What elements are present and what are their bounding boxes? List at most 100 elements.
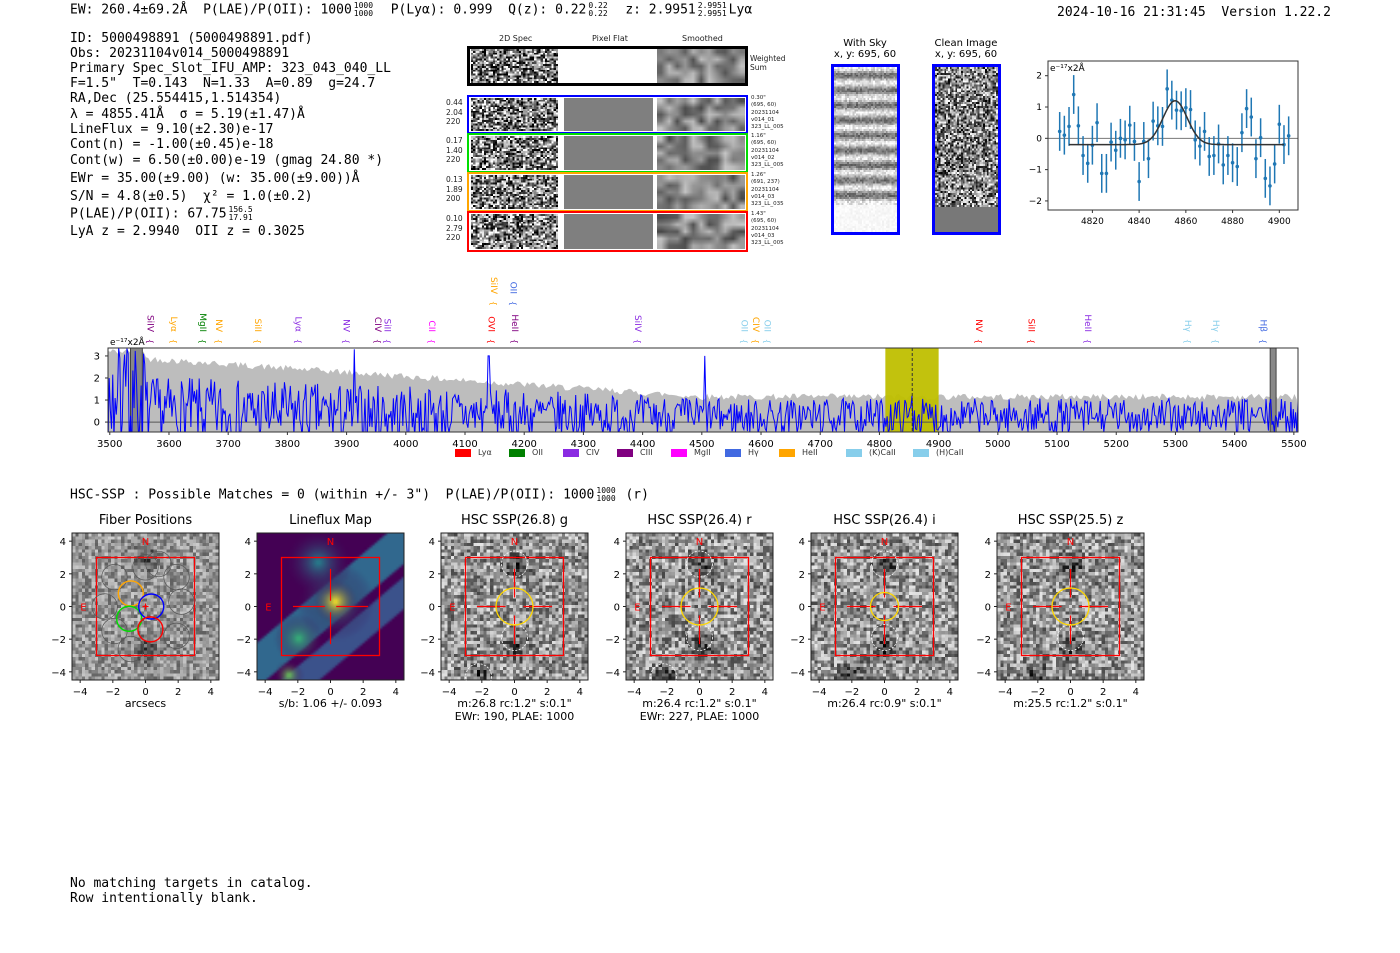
- data-point: [1095, 120, 1099, 125]
- exposure-row-info: 1.16" (695, 60) 20231104 v014_02 323_LL_…: [751, 133, 784, 169]
- north-label: N: [327, 537, 334, 548]
- y-tick-label: 4: [799, 537, 805, 548]
- spectral-line-label: MgII: [197, 313, 207, 332]
- x-tick-label: 5000: [985, 439, 1010, 450]
- data-point: [1067, 124, 1071, 129]
- east-label: E: [80, 603, 86, 614]
- data-point: [1123, 138, 1127, 142]
- spectral-line-label: NV: [213, 319, 223, 333]
- x-tick-label: 4: [577, 687, 583, 698]
- spectral-line-brace: {: [427, 339, 436, 344]
- data-point: [1263, 176, 1268, 181]
- data-point: [1249, 115, 1254, 119]
- legend-swatch: [563, 448, 579, 457]
- spectral-line-label: OVI: [486, 316, 496, 332]
- crosshair: [661, 568, 738, 645]
- x-tick-label: 2: [175, 687, 181, 698]
- spectral-line-label: NV: [341, 319, 351, 333]
- aperture-box: [95, 556, 196, 657]
- x-tick-label: 3900: [334, 439, 359, 450]
- y-tick-label: 0: [94, 418, 100, 429]
- y-tick-label: −2: [1029, 197, 1042, 207]
- legend-swatch: [617, 448, 633, 457]
- fiber-circle-highlight: [138, 593, 165, 620]
- cutout-frame: [810, 532, 959, 681]
- spectral-line-label: SiIV: [145, 315, 155, 333]
- smoothed-image: [657, 136, 745, 170]
- spectral-line-brace: {: [489, 301, 498, 306]
- spectral-line-brace: {: [169, 339, 178, 344]
- data-point: [1137, 179, 1141, 184]
- exposure-row-stats: 0.13 1.89 200: [446, 175, 463, 203]
- data-point: [1109, 140, 1113, 144]
- aperture-circle: [1051, 587, 1090, 626]
- y-tick-label: 2: [94, 373, 100, 384]
- pixel-flat-image: [564, 214, 653, 249]
- info-cont-n: Cont(n) = -1.00(±0.45)e-18: [70, 137, 274, 152]
- pixel-flat-image: [564, 136, 653, 170]
- x-tick-label: 0: [696, 687, 702, 698]
- x-tick-label: −2: [290, 687, 305, 698]
- data-point: [1057, 129, 1062, 134]
- weighted-sum-row: [467, 46, 748, 86]
- data-point: [1160, 124, 1165, 129]
- legend-item: OII: [509, 448, 563, 457]
- spectral-line-brace: {: [383, 339, 392, 344]
- legend-item: HeII: [779, 448, 846, 457]
- spectral-line-label: SiIV: [632, 315, 642, 333]
- info-radec: RA,Dec (25.554415,1.514354): [70, 91, 282, 106]
- y-tick-label: 4: [60, 537, 66, 548]
- fiber-circle-highlight: [137, 616, 164, 643]
- x-tick-label: −2: [844, 687, 859, 698]
- cutout-overlay: N E −4 −4 −2 −2 0 0 2 2 4 4: [976, 532, 1145, 698]
- 2d-spec-image: [471, 175, 558, 209]
- fiber-circle: [145, 550, 172, 578]
- exposure-row-stats: 0.44 2.04 220: [446, 98, 463, 126]
- x-tick-label: 5500: [1281, 439, 1306, 450]
- exposure-row-info: 1.26" (691, 237) 20231104 v014_03 323_LL…: [751, 172, 784, 208]
- spectral-line-brace: {: [214, 339, 223, 344]
- spectral-line-label: CIV: [372, 317, 382, 333]
- x-tick-label: 0: [142, 687, 148, 698]
- x-tick-label: 4700: [807, 439, 832, 450]
- x-tick-label: 2: [360, 687, 366, 698]
- cutout-frame: [996, 532, 1145, 681]
- spectral-line-brace: {: [294, 339, 303, 344]
- crosshair: [1032, 568, 1109, 645]
- x-tick-label: −2: [105, 687, 120, 698]
- info-cont-w: Cont(w) = 6.50(±0.00)e-19 (gmag 24.80 *): [70, 153, 384, 168]
- spectral-line-label: CII: [426, 320, 436, 332]
- x-tick-label: −2: [1030, 687, 1045, 698]
- x-tick-label: 0: [327, 687, 333, 698]
- legend-label: (H)CaII: [936, 448, 964, 457]
- exposure-row-info: 1.43" (695, 60) 20231104 v014_03 323_LL_…: [751, 211, 784, 247]
- north-label: N: [696, 537, 703, 548]
- data-point: [1202, 129, 1207, 134]
- y-tick-label: 4: [429, 537, 435, 548]
- spectral-line-label: NV: [973, 319, 983, 333]
- cutout-overlay: N E −4 −4 −2 −2 0 0 2 2 4 4: [236, 532, 405, 698]
- pixel-flat-image: [564, 175, 653, 209]
- y-tick-label: 0: [1036, 134, 1042, 144]
- exposure-row-stats: 0.17 1.40 220: [446, 136, 463, 164]
- spectral-line-label: CIV: [750, 317, 760, 333]
- x-tick-label: 4300: [571, 439, 596, 450]
- exposure-row-frame: [467, 211, 748, 252]
- spectral-line-label: OII: [739, 320, 749, 332]
- x-tick-label: 4900: [1268, 217, 1291, 227]
- data-point: [1277, 122, 1282, 127]
- catalog-source-circle: [686, 550, 713, 578]
- info-primary: Primary Spec_Slot_IFU_AMP: 323_043_040_L…: [70, 61, 391, 76]
- y-tick-label: 0: [245, 603, 251, 614]
- spectral-line-brace: {: [1259, 339, 1268, 344]
- y-tick-label: 0: [799, 603, 805, 614]
- spectral-line-brace: {: [633, 339, 642, 344]
- x-tick-label: 2: [914, 687, 920, 698]
- legend-label: MgII: [694, 448, 711, 457]
- spectral-line-brace: {: [1027, 339, 1036, 344]
- legend-swatch: [846, 448, 862, 457]
- spectral-line-label: Hβ: [1258, 319, 1268, 332]
- info-obs: Obs: 20231104v014_5000498891: [70, 46, 290, 61]
- y-tick-label: −1: [1029, 166, 1042, 176]
- x-tick-label: −4: [627, 687, 642, 698]
